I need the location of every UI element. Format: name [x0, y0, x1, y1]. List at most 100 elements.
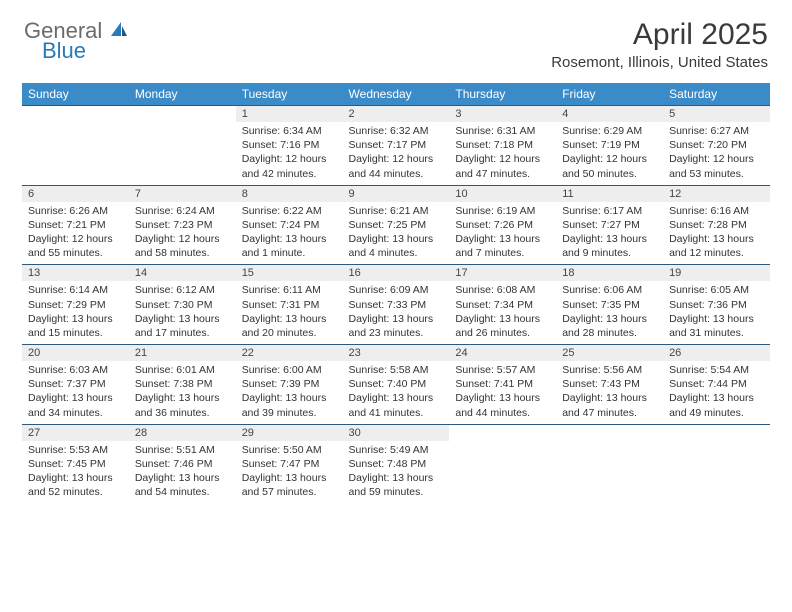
sunset-line: Sunset: 7:47 PM	[242, 457, 337, 471]
sunrise-line: Sunrise: 5:57 AM	[455, 363, 550, 377]
sunrise-line: Sunrise: 6:03 AM	[28, 363, 123, 377]
sunset-line: Sunset: 7:36 PM	[669, 298, 764, 312]
sunrise-line: Sunrise: 5:54 AM	[669, 363, 764, 377]
day-number-cell: 23	[343, 345, 450, 362]
day-content-cell: Sunrise: 5:56 AMSunset: 7:43 PMDaylight:…	[556, 361, 663, 424]
sunrise-line: Sunrise: 6:05 AM	[669, 283, 764, 297]
day-number: 8	[242, 188, 248, 200]
day-number-cell: 15	[236, 265, 343, 282]
day-number: 24	[455, 347, 467, 359]
day-number: 26	[669, 347, 681, 359]
day-number-row: 20212223242526	[22, 345, 770, 362]
sunset-line: Sunset: 7:30 PM	[135, 298, 230, 312]
daylight-line: Daylight: 13 hours and 28 minutes.	[562, 312, 657, 340]
day-number-cell	[22, 106, 129, 123]
sunrise-line: Sunrise: 6:01 AM	[135, 363, 230, 377]
day-content-cell	[449, 441, 556, 504]
day-number-row: 12 3 4 5	[22, 106, 770, 123]
weekday-header: Sunday	[22, 83, 129, 106]
day-number: 12	[669, 188, 681, 200]
day-number: 9	[349, 188, 355, 200]
sunrise-line: Sunrise: 5:56 AM	[562, 363, 657, 377]
day-content-cell: Sunrise: 6:27 AMSunset: 7:20 PMDaylight:…	[663, 122, 770, 185]
weekday-header: Thursday	[449, 83, 556, 106]
day-content-cell: Sunrise: 6:01 AMSunset: 7:38 PMDaylight:…	[129, 361, 236, 424]
day-number-row: 6789101112	[22, 185, 770, 202]
day-content-cell: Sunrise: 5:49 AMSunset: 7:48 PMDaylight:…	[343, 441, 450, 504]
day-number-cell: 13	[22, 265, 129, 282]
day-number-row: 27282930	[22, 424, 770, 441]
day-number-cell: 14	[129, 265, 236, 282]
sunrise-line: Sunrise: 6:32 AM	[349, 124, 444, 138]
day-number-cell: 21	[129, 345, 236, 362]
sunset-line: Sunset: 7:21 PM	[28, 218, 123, 232]
day-number-cell	[449, 424, 556, 441]
sunrise-line: Sunrise: 6:31 AM	[455, 124, 550, 138]
day-number-cell: 26	[663, 345, 770, 362]
sunset-line: Sunset: 7:20 PM	[669, 138, 764, 152]
sunset-line: Sunset: 7:35 PM	[562, 298, 657, 312]
sunset-line: Sunset: 7:39 PM	[242, 377, 337, 391]
sunrise-line: Sunrise: 6:17 AM	[562, 204, 657, 218]
day-number: 16	[349, 267, 361, 279]
day-content-cell: Sunrise: 6:14 AMSunset: 7:29 PMDaylight:…	[22, 281, 129, 344]
day-content-cell: Sunrise: 6:06 AMSunset: 7:35 PMDaylight:…	[556, 281, 663, 344]
day-content-row: Sunrise: 6:14 AMSunset: 7:29 PMDaylight:…	[22, 281, 770, 344]
day-number-cell: 4	[556, 106, 663, 123]
sunrise-line: Sunrise: 5:53 AM	[28, 443, 123, 457]
day-content-cell: Sunrise: 6:09 AMSunset: 7:33 PMDaylight:…	[343, 281, 450, 344]
day-number-cell: 7	[129, 185, 236, 202]
day-number-cell: 29	[236, 424, 343, 441]
day-number: 7	[135, 188, 141, 200]
day-number: 18	[562, 267, 574, 279]
day-number: 11	[562, 188, 573, 200]
title-block: April 2025 Rosemont, Illinois, United St…	[551, 18, 768, 71]
day-number: 2	[349, 108, 355, 120]
logo: General Blue	[24, 18, 129, 44]
sunrise-line: Sunrise: 6:11 AM	[242, 283, 337, 297]
daylight-line: Daylight: 13 hours and 15 minutes.	[28, 312, 123, 340]
sunrise-line: Sunrise: 5:51 AM	[135, 443, 230, 457]
sunset-line: Sunset: 7:40 PM	[349, 377, 444, 391]
sunset-line: Sunset: 7:16 PM	[242, 138, 337, 152]
day-number: 28	[135, 427, 147, 439]
day-content-cell: Sunrise: 5:57 AMSunset: 7:41 PMDaylight:…	[449, 361, 556, 424]
daylight-line: Daylight: 13 hours and 31 minutes.	[669, 312, 764, 340]
sunrise-line: Sunrise: 6:34 AM	[242, 124, 337, 138]
daylight-line: Daylight: 13 hours and 34 minutes.	[28, 391, 123, 419]
day-content-cell: Sunrise: 6:17 AMSunset: 7:27 PMDaylight:…	[556, 202, 663, 265]
day-content-cell: Sunrise: 5:54 AMSunset: 7:44 PMDaylight:…	[663, 361, 770, 424]
day-number-cell: 9	[343, 185, 450, 202]
day-content-cell	[22, 122, 129, 185]
weekday-header: Saturday	[663, 83, 770, 106]
day-number: 3	[455, 108, 461, 120]
day-number-cell: 18	[556, 265, 663, 282]
weekday-header: Tuesday	[236, 83, 343, 106]
day-number-cell: 10	[449, 185, 556, 202]
sunset-line: Sunset: 7:44 PM	[669, 377, 764, 391]
day-content-cell: Sunrise: 6:11 AMSunset: 7:31 PMDaylight:…	[236, 281, 343, 344]
daylight-line: Daylight: 13 hours and 26 minutes.	[455, 312, 550, 340]
day-number-cell: 1	[236, 106, 343, 123]
daylight-line: Daylight: 13 hours and 9 minutes.	[562, 232, 657, 260]
daylight-line: Daylight: 13 hours and 23 minutes.	[349, 312, 444, 340]
sunrise-line: Sunrise: 6:27 AM	[669, 124, 764, 138]
sunset-line: Sunset: 7:23 PM	[135, 218, 230, 232]
day-number: 15	[242, 267, 254, 279]
daylight-line: Daylight: 13 hours and 41 minutes.	[349, 391, 444, 419]
sunrise-line: Sunrise: 6:12 AM	[135, 283, 230, 297]
day-number-cell: 2	[343, 106, 450, 123]
sunset-line: Sunset: 7:37 PM	[28, 377, 123, 391]
day-number: 4	[562, 108, 568, 120]
day-content-row: Sunrise: 6:26 AMSunset: 7:21 PMDaylight:…	[22, 202, 770, 265]
day-number: 29	[242, 427, 254, 439]
sunset-line: Sunset: 7:27 PM	[562, 218, 657, 232]
day-number-cell: 5	[663, 106, 770, 123]
day-number: 17	[455, 267, 467, 279]
header: General Blue April 2025 Rosemont, Illino…	[0, 0, 792, 75]
daylight-line: Daylight: 13 hours and 20 minutes.	[242, 312, 337, 340]
day-number: 13	[28, 267, 40, 279]
day-number-cell: 8	[236, 185, 343, 202]
day-content-cell: Sunrise: 5:50 AMSunset: 7:47 PMDaylight:…	[236, 441, 343, 504]
day-number: 27	[28, 427, 40, 439]
